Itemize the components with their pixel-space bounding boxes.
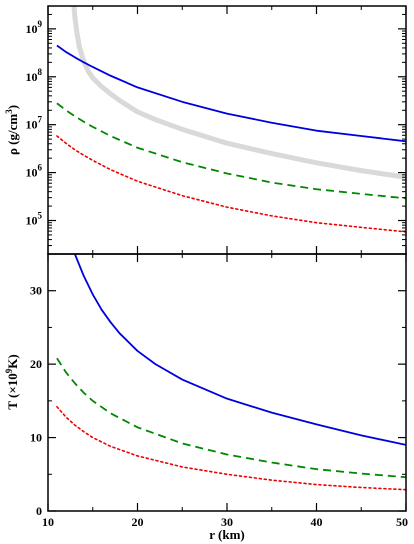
temperature-axis-title-main: T (×10 bbox=[5, 373, 20, 409]
temperature-y-tick-label: 20 bbox=[30, 357, 42, 371]
x-tick-label: 30 bbox=[221, 515, 233, 529]
density-tick-label: 105 bbox=[26, 211, 43, 228]
density-tick-exponent: 9 bbox=[38, 19, 43, 29]
density-axis-title: ρ (g/cm3) bbox=[4, 105, 20, 155]
temperature-y-tick-label: 30 bbox=[30, 284, 42, 298]
density-series-thick-line bbox=[71, 6, 406, 180]
density-tick-label: 109 bbox=[26, 19, 43, 36]
temperature-y-tick-label: 0 bbox=[36, 504, 42, 518]
x-tick-label: 50 bbox=[396, 515, 408, 529]
density-tick-base: 10 bbox=[26, 70, 38, 84]
density-tick-base: 10 bbox=[26, 118, 38, 132]
density-tick-exponent: 5 bbox=[38, 211, 43, 221]
density-series-dashed-line bbox=[56, 102, 406, 200]
temperature-series-dashed-line bbox=[56, 357, 406, 479]
x-tick-label: 10 bbox=[42, 515, 54, 529]
density-tick-exponent: 8 bbox=[38, 67, 43, 77]
temperature-axis-title-sup: 9 bbox=[4, 368, 14, 373]
density-tick-base: 10 bbox=[26, 166, 38, 180]
x-axis-title: r (km) bbox=[209, 527, 245, 542]
temperature-axis-title-close: K) bbox=[5, 354, 20, 368]
temperature-axis-title: T (×109K) bbox=[4, 354, 20, 409]
temperature-series-group bbox=[56, 254, 406, 491]
density-axis-title-sup: 3 bbox=[4, 109, 14, 114]
density-series-solid-line bbox=[56, 44, 406, 143]
density-tick-exponent: 6 bbox=[38, 163, 43, 173]
density-tick-exponent: 7 bbox=[38, 115, 43, 125]
temperature-plot-frame bbox=[47, 253, 407, 512]
density-plot-frame bbox=[47, 5, 407, 255]
density-tick-label: 106 bbox=[26, 163, 43, 180]
density-series-group bbox=[56, 6, 406, 233]
x-tick-label: 20 bbox=[132, 515, 144, 529]
temperature-series-solid-line bbox=[74, 254, 406, 446]
temperature-series-dotted-line bbox=[56, 405, 406, 491]
density-tick-base: 10 bbox=[26, 214, 38, 228]
density-axis-title-close: ) bbox=[5, 105, 20, 109]
density-tick-base: 10 bbox=[26, 22, 38, 36]
x-tick-label: 40 bbox=[311, 515, 323, 529]
density-tick-label: 108 bbox=[26, 67, 43, 84]
density-axis-title-main: ρ (g/cm bbox=[5, 114, 20, 155]
temperature-y-tick-label: 10 bbox=[30, 431, 42, 445]
density-tick-label: 107 bbox=[26, 115, 43, 132]
density-series-dotted-line bbox=[56, 135, 406, 233]
